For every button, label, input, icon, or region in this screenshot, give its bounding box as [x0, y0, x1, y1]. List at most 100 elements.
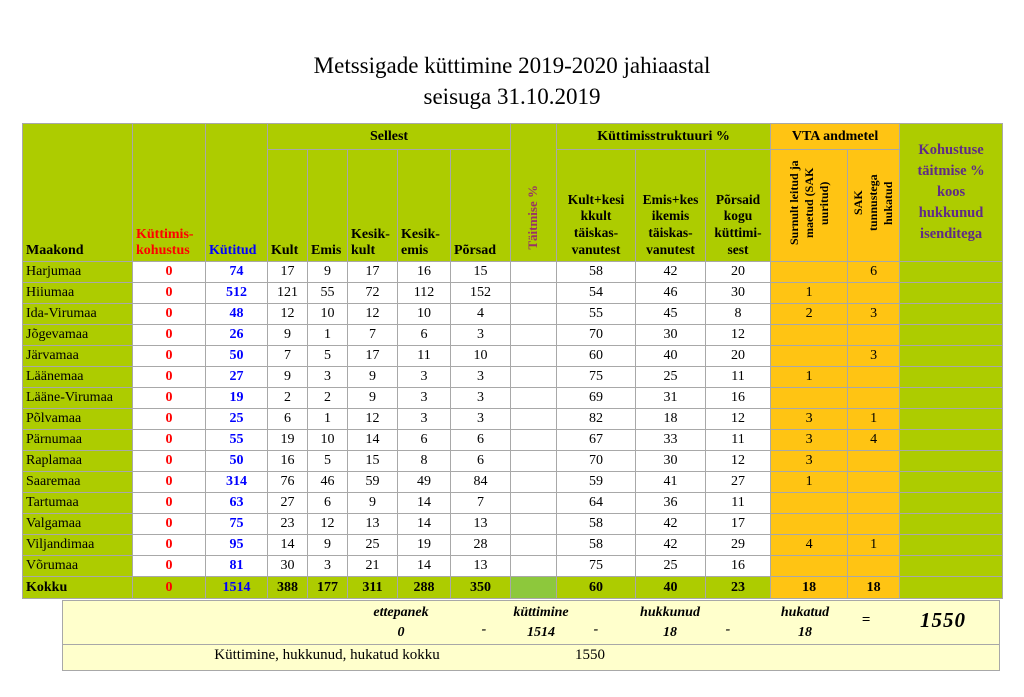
cell-kohustus: 0: [132, 408, 206, 430]
cell-kohustus: 0: [132, 387, 206, 409]
table-row: Lääne-Virumaa 0 19 2 2 9 3 3 69 31 16: [22, 387, 1004, 409]
cell-maakond: Põlvamaa: [22, 408, 133, 430]
cell-kohustuse: [899, 429, 1004, 451]
column-header-porsad: Põrsad: [449, 149, 512, 262]
summary-result: 1550: [920, 608, 966, 632]
summary-calculation-row: ettepanek 0 - küttimine 1514 - hukkunud …: [63, 601, 999, 645]
column-header-maakond: Maakond: [22, 123, 133, 262]
summary-ettepanek-label: ettepanek: [373, 605, 429, 620]
cell-struct3: 11: [705, 366, 772, 388]
column-header-emis: Emis: [307, 149, 348, 262]
table-row: Ida-Virumaa 0 48 12 10 12 10 4 55 45 8 2 3: [22, 303, 1004, 325]
cell-kult: 30: [267, 555, 308, 577]
cell-porsad: 3: [449, 408, 512, 430]
cell-vta-sak: 4: [847, 429, 901, 451]
cell-kult: 76: [267, 471, 308, 493]
cell-kytitud: 50: [205, 450, 268, 472]
cell-emis: 10: [307, 429, 348, 451]
cell-kesik-emis: 11: [397, 345, 451, 367]
cell-kult: 16: [267, 450, 308, 472]
cell-struct2: 18: [635, 408, 707, 430]
cell-vta-sak: [847, 492, 901, 514]
cell-kohustus: 0: [132, 513, 206, 535]
table-row: Hiiumaa 0 512 121 55 72 112 152 54 46 30 1: [22, 282, 1004, 304]
cell-kesik-kult: 9: [347, 387, 398, 409]
cell-kult: 388: [267, 576, 308, 599]
cell-vta-sak: 3: [847, 345, 901, 367]
cell-taitmise: [510, 324, 558, 346]
cell-kohustuse: [899, 492, 1004, 514]
cell-kytitud: 55: [205, 429, 268, 451]
cell-struct3: 20: [705, 345, 772, 367]
vta-sak-rotated-label: SAK tunnustega hukatud: [851, 174, 896, 232]
cell-kytitud: 26: [205, 324, 268, 346]
cell-kesik-emis: 19: [397, 534, 451, 556]
cell-struct2: 42: [635, 534, 707, 556]
cell-taitmise: [510, 345, 558, 367]
column-header-struct2: Emis+kes ikemis täiskas-vanutest: [635, 149, 707, 262]
cell-kesik-kult: 17: [347, 345, 398, 367]
cell-struct2: 40: [635, 345, 707, 367]
summary-total-row: Küttimine, hukkunud, hukatud kokku 1550: [63, 645, 999, 670]
cell-vta-surnult: [770, 492, 849, 514]
cell-kult: 12: [267, 303, 308, 325]
table-row: Pärnumaa 0 55 19 10 14 6 6 67 33 11 3 4: [22, 429, 1004, 451]
cell-struct3: 17: [705, 513, 772, 535]
summary-hukkunud-label: hukkunud: [640, 605, 700, 620]
cell-taitmise: [510, 492, 558, 514]
column-header-struct3: Põrsaid kogu küttimi-sest: [705, 149, 772, 262]
summary-total-label: Küttimine, hukkunud, hukatud kokku: [214, 647, 440, 663]
cell-struct3: 12: [705, 450, 772, 472]
cell-vta-surnult: [770, 345, 849, 367]
cell-vta-sak: 1: [847, 534, 901, 556]
cell-struct3: 11: [705, 492, 772, 514]
cell-struct2: 30: [635, 450, 707, 472]
cell-vta-surnult: [770, 555, 849, 577]
cell-emis: 3: [307, 366, 348, 388]
cell-maakond: Kokku: [22, 576, 133, 599]
cell-kohustus: 0: [132, 450, 206, 472]
summary-total-value: 1550: [575, 647, 605, 663]
cell-kohustus: 0: [132, 324, 206, 346]
cell-porsad: 13: [449, 555, 512, 577]
cell-maakond: Viljandimaa: [22, 534, 133, 556]
cell-kesik-kult: 9: [347, 366, 398, 388]
cell-struct1: 70: [556, 450, 637, 472]
cell-porsad: 3: [449, 366, 512, 388]
cell-vta-sak: 3: [847, 303, 901, 325]
table-row: Järvamaa 0 50 7 5 17 11 10 60 40 20 3: [22, 345, 1004, 367]
cell-porsad: 152: [449, 282, 512, 304]
cell-struct1: 75: [556, 366, 637, 388]
cell-porsad: 3: [449, 387, 512, 409]
cell-emis: 12: [307, 513, 348, 535]
cell-kohustus: 0: [132, 261, 206, 283]
cell-kohustus: 0: [132, 429, 206, 451]
cell-kesik-kult: 12: [347, 303, 398, 325]
cell-kesik-kult: 12: [347, 408, 398, 430]
column-header-vta-sak: SAK tunnustega hukatud: [847, 149, 901, 262]
summary-minus-1: -: [481, 622, 487, 637]
cell-maakond: Raplamaa: [22, 450, 133, 472]
cell-porsad: 13: [449, 513, 512, 535]
cell-taitmise: [510, 534, 558, 556]
column-header-struct1: Kult+kesi kkult täiskas-vanutest: [556, 149, 637, 262]
cell-struct1: 58: [556, 534, 637, 556]
summary-hukkunud-value: 18: [663, 625, 677, 640]
cell-kohustuse: [899, 261, 1004, 283]
cell-kesik-kult: 72: [347, 282, 398, 304]
summary-hukatud-value: 18: [798, 625, 812, 640]
cell-taitmise: [510, 261, 558, 283]
cell-kult: 2: [267, 387, 308, 409]
cell-vta-sak: [847, 366, 901, 388]
cell-kesik-kult: 25: [347, 534, 398, 556]
cell-kytitud: 314: [205, 471, 268, 493]
cell-struct3: 16: [705, 555, 772, 577]
cell-kytitud: 19: [205, 387, 268, 409]
cell-kesik-emis: 49: [397, 471, 451, 493]
cell-kohustus: 0: [132, 282, 206, 304]
cell-kult: 9: [267, 366, 308, 388]
cell-kesik-kult: 21: [347, 555, 398, 577]
summary-kyttimine-value: 1514: [526, 625, 555, 640]
cell-struct1: 60: [556, 345, 637, 367]
table-body: Harjumaa 0 74 17 9 17 16 15 58 42 20 6 Hiiumaa 0 512 12…: [22, 261, 1004, 599]
